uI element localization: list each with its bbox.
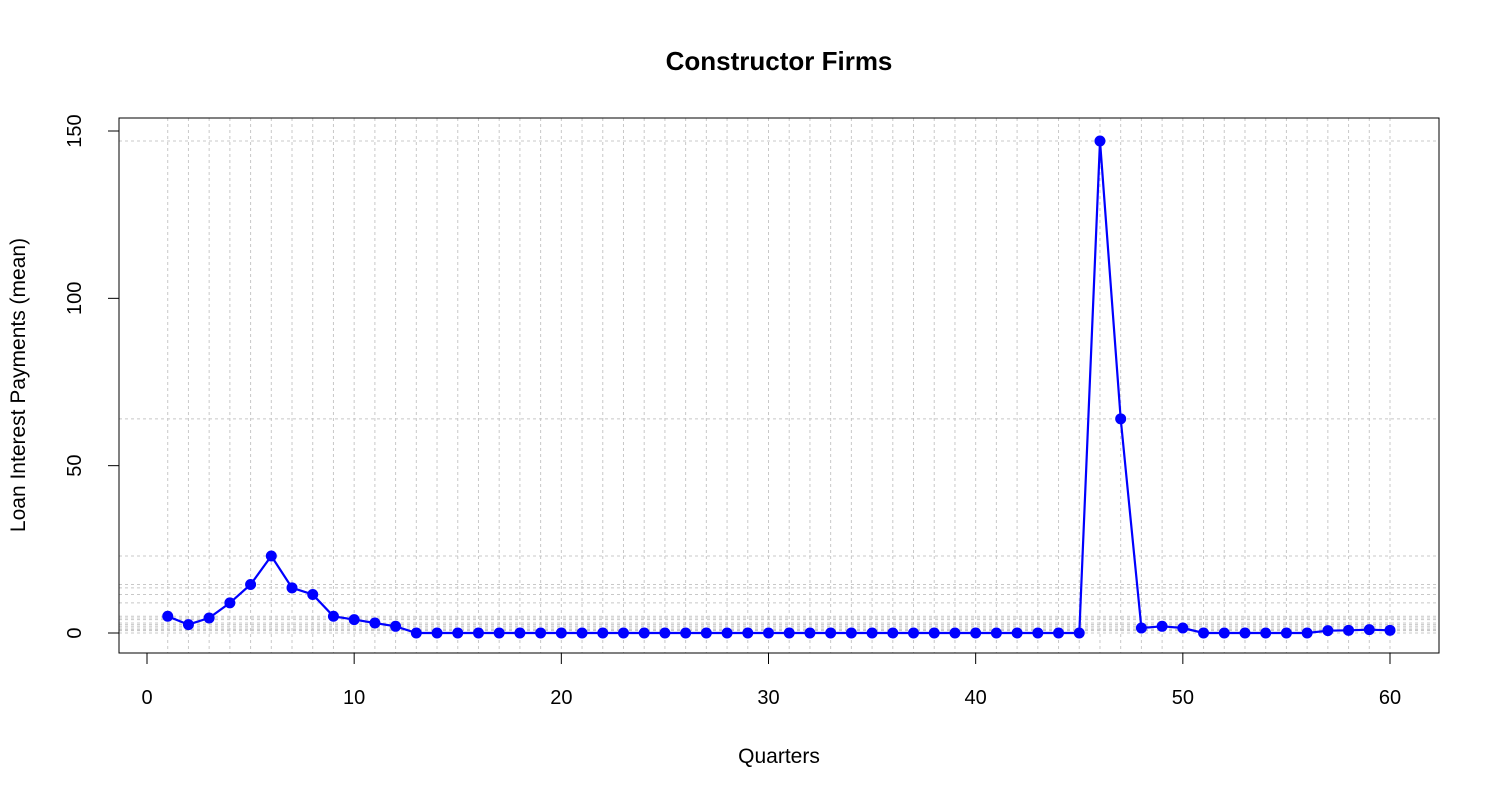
data-point — [203, 612, 215, 624]
plot-frame — [118, 117, 1440, 654]
data-point — [638, 627, 650, 639]
data-point — [1343, 624, 1355, 636]
data-point — [1156, 620, 1168, 632]
data-point — [1239, 627, 1251, 639]
data-point — [949, 627, 961, 639]
data-point — [1363, 624, 1375, 636]
data-point — [908, 627, 920, 639]
data-point — [452, 627, 464, 639]
data-point — [700, 627, 712, 639]
data-point — [742, 627, 754, 639]
data-point — [493, 627, 505, 639]
y-tick-label: 0 — [64, 627, 86, 638]
data-point — [224, 597, 236, 609]
x-tick-label: 10 — [343, 687, 365, 709]
x-tick-label: 50 — [1172, 687, 1194, 709]
data-point — [597, 627, 609, 639]
data-point — [162, 610, 174, 622]
data-point — [576, 627, 588, 639]
chart-title: Constructor Firms — [666, 46, 893, 76]
data-point — [721, 627, 733, 639]
data-point — [245, 578, 257, 590]
data-point — [825, 627, 837, 639]
data-point — [1073, 627, 1085, 639]
data-point — [680, 627, 692, 639]
x-axis-label: Quarters — [738, 745, 820, 768]
data-point — [783, 627, 795, 639]
data-point — [1011, 627, 1023, 639]
data-point — [369, 617, 381, 629]
y-tick-label: 100 — [64, 282, 86, 315]
data-point — [1218, 627, 1230, 639]
data-point — [286, 582, 298, 594]
x-tick-label: 20 — [550, 687, 572, 709]
data-point — [845, 627, 857, 639]
data-point — [1094, 135, 1106, 147]
data-point — [265, 550, 277, 562]
x-axis: 0 10 20 30 40 50 60 — [141, 652, 1401, 709]
y-axis: 0 50 100 150 — [64, 114, 120, 639]
data-point — [804, 627, 816, 639]
x-tick-label: 0 — [141, 687, 152, 709]
data-point — [1032, 627, 1044, 639]
data-point — [555, 627, 567, 639]
data-point — [1115, 413, 1127, 425]
grid — [119, 118, 1439, 653]
data-point — [1301, 627, 1313, 639]
data-point — [327, 610, 339, 622]
data-point — [659, 627, 671, 639]
data-point — [1053, 627, 1065, 639]
series-line — [167, 140, 1391, 635]
data-point — [928, 627, 940, 639]
data-point — [1384, 624, 1396, 636]
data-points — [162, 135, 1396, 639]
data-point — [1135, 622, 1147, 634]
data-point — [763, 627, 774, 639]
y-tick-label: 50 — [64, 455, 86, 477]
data-point — [472, 627, 484, 639]
data-point — [1280, 627, 1292, 639]
data-point — [866, 627, 878, 639]
y-axis-label: Loan Interest Payments (mean) — [7, 238, 30, 532]
data-point — [1198, 627, 1210, 639]
x-tick-label: 60 — [1379, 687, 1401, 709]
data-point — [887, 627, 899, 639]
data-point — [617, 627, 629, 639]
data-point — [307, 589, 319, 601]
data-point — [1322, 625, 1334, 637]
data-point — [514, 627, 526, 639]
data-point — [970, 627, 982, 639]
data-point — [1260, 627, 1272, 639]
data-point — [1177, 622, 1189, 634]
data-point — [535, 627, 547, 639]
data-point — [431, 627, 443, 639]
data-point — [348, 614, 360, 626]
x-tick-label: 40 — [965, 687, 987, 709]
y-tick-label: 150 — [64, 114, 86, 147]
data-point — [410, 627, 422, 639]
data-point — [990, 627, 1002, 639]
x-tick-label: 30 — [757, 687, 779, 709]
data-point — [182, 619, 194, 631]
data-point — [390, 620, 402, 632]
